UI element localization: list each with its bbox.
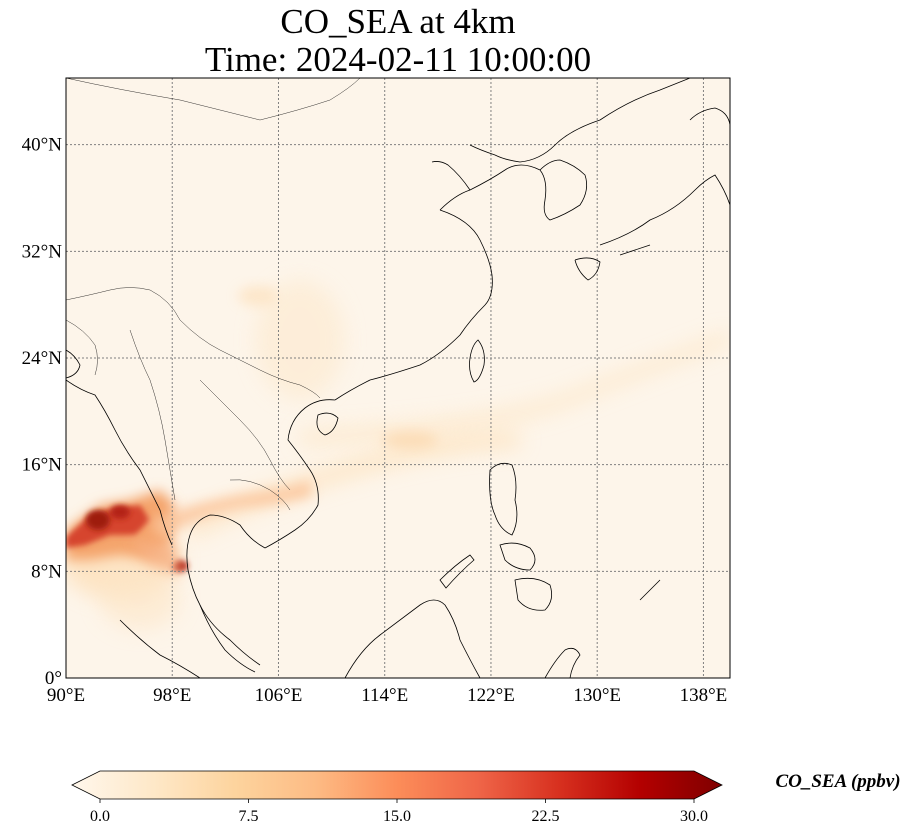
hotspot-myanmar-inner	[66, 505, 150, 548]
coast-bohai	[431, 161, 541, 211]
concentration-field	[66, 280, 730, 630]
coast-borneo	[344, 599, 481, 678]
coast-hokkaido	[689, 107, 730, 126]
coast-palawan	[439, 554, 475, 589]
coast-taiwan	[469, 339, 485, 383]
plume-yunnan	[238, 286, 278, 306]
borders	[66, 78, 361, 511]
border-bangladesh	[66, 319, 98, 376]
longitude-tick-label: 106°E	[255, 685, 303, 706]
coast-gulf-thailand	[186, 514, 266, 666]
coast-hainan	[316, 412, 339, 436]
coast-japan-kyushu	[574, 257, 601, 281]
colorbar-tick-label: 22.5	[532, 808, 560, 825]
coastlines	[66, 78, 730, 678]
plume-mainland-sea	[100, 570, 180, 630]
latitude-tick-label: 8°N	[31, 561, 62, 582]
hotspot-myanmar-max	[86, 510, 110, 530]
map-frame	[65, 77, 731, 679]
coast-philippines-mindanao	[514, 577, 553, 611]
coast-liaodong	[469, 78, 691, 163]
longitude-tick-labels: 90°E 98°E 106°E 114°E 122°E 130°E 138°E	[47, 685, 727, 706]
latitude-tick-label: 40°N	[22, 135, 63, 156]
latitude-tick-label: 24°N	[22, 348, 63, 369]
hotspot-myanmar-max2	[110, 505, 130, 519]
latitude-tick-label: 0°	[45, 668, 62, 689]
border-cambodia	[229, 479, 291, 511]
hotspot-band-south	[130, 540, 180, 575]
longitude-tick-label: 138°E	[680, 685, 728, 706]
coast-vietnam	[264, 399, 336, 549]
colorbar-tick-label: 15.0	[383, 808, 411, 825]
longitude-tick-label: 130°E	[573, 685, 621, 706]
colorbar-gradient	[71, 770, 723, 800]
coast-sulawesi	[544, 647, 581, 678]
colorbar-tick-label: 7.5	[239, 808, 259, 825]
hotspot-south-china-sea	[382, 431, 438, 449]
latitude-tick-label: 16°N	[22, 455, 63, 476]
coast-sumatra	[119, 619, 201, 678]
border-myanmar-thailand	[129, 329, 176, 501]
longitude-tick-label: 122°E	[467, 685, 515, 706]
border-china-north	[66, 78, 361, 121]
longitude-tick-label: 114°E	[361, 685, 408, 706]
hotspot-eastward-band	[150, 480, 312, 540]
colorbar-label: CO_SEA (ppbv)	[775, 771, 900, 792]
coast-philippines-luzon	[489, 462, 518, 536]
longitude-tick-label: 98°E	[153, 685, 191, 706]
coast-andaman	[66, 379, 173, 546]
coast-china	[334, 209, 493, 401]
plume-south-china	[255, 280, 345, 400]
graticule	[66, 78, 730, 678]
colorbar: 0.0 7.5 15.0 22.5 30.0 CO_SEA (ppbv)	[71, 770, 901, 825]
latitude-tick-label: 32°N	[22, 241, 63, 262]
map-title: CO_SEA at 4km	[280, 2, 516, 41]
border-laos	[199, 379, 291, 491]
coast-new-guinea-edge	[639, 579, 661, 601]
latitude-tick-labels: 0° 8°N 16°N 24°N 32°N 40°N	[22, 135, 63, 689]
colorbar-ticks: 0.0 7.5 15.0 22.5 30.0	[90, 799, 708, 825]
coast-korea	[539, 159, 588, 221]
colorbar-tick-label: 0.0	[90, 808, 110, 825]
coast-philippines-visayas	[499, 542, 536, 571]
plume-south-china-sea	[190, 431, 520, 540]
plume-northeast	[300, 330, 730, 446]
coast-malay-peninsula	[199, 604, 256, 673]
coast-japan-honshu	[599, 174, 730, 256]
border-china-southwest	[66, 287, 321, 399]
colorbar-tick-label: 30.0	[680, 808, 708, 825]
longitude-tick-label: 90°E	[47, 685, 85, 706]
map-subtitle-time: Time: 2024-02-11 10:00:00	[204, 40, 592, 79]
coast-india-east	[66, 349, 81, 379]
